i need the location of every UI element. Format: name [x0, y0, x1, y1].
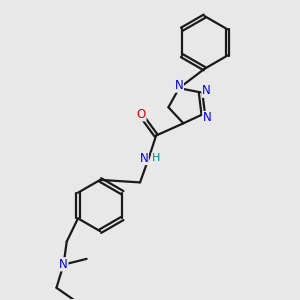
Text: O: O	[137, 108, 146, 121]
Text: N: N	[202, 84, 211, 97]
Text: N: N	[59, 258, 68, 271]
Text: N: N	[140, 152, 148, 164]
Text: N: N	[203, 111, 212, 124]
Text: N: N	[175, 79, 183, 92]
Text: H: H	[152, 153, 160, 163]
